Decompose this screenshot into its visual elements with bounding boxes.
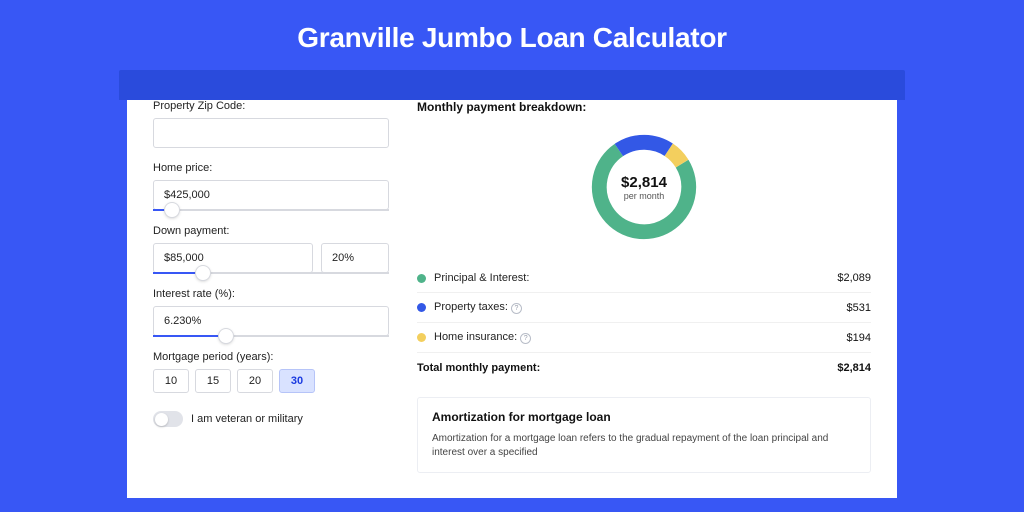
zip-input[interactable] — [153, 118, 389, 148]
legend-dot — [417, 274, 426, 283]
veteran-label: I am veteran or military — [191, 413, 303, 425]
field-period: Mortgage period (years): 10152030 — [153, 351, 389, 393]
amortization-text: Amortization for a mortgage loan refers … — [432, 432, 856, 460]
legend: Principal & Interest: $2,089 Property taxe… — [417, 264, 871, 352]
legend-label: Principal & Interest: — [434, 272, 529, 284]
period-options: 10152030 — [153, 369, 389, 393]
breakdown-title: Monthly payment breakdown: — [417, 100, 871, 114]
donut-center: $2,814 per month — [585, 128, 703, 246]
legend-row: Principal & Interest: $2,089 — [417, 264, 871, 293]
down-payment-input[interactable] — [153, 243, 313, 273]
home-price-slider[interactable] — [153, 209, 389, 211]
breakdown-column: Monthly payment breakdown: $2,814 per mo… — [417, 100, 871, 476]
legend-value: $2,089 — [837, 272, 871, 284]
legend-dot — [417, 333, 426, 342]
period-option-20[interactable]: 20 — [237, 369, 273, 393]
interest-slider[interactable] — [153, 335, 389, 337]
legend-value: $194 — [847, 332, 871, 344]
info-icon[interactable]: ? — [520, 333, 531, 344]
period-option-10[interactable]: 10 — [153, 369, 189, 393]
zip-label: Property Zip Code: — [153, 100, 389, 112]
info-icon[interactable]: ? — [511, 303, 522, 314]
amortization-box: Amortization for mortgage loan Amortizat… — [417, 397, 871, 473]
legend-dot — [417, 303, 426, 312]
veteran-toggle[interactable] — [153, 411, 183, 427]
calculator-card: Property Zip Code: Home price: Down paym… — [127, 78, 897, 498]
period-option-15[interactable]: 15 — [195, 369, 231, 393]
donut-sub: per month — [624, 191, 665, 201]
total-label: Total monthly payment: — [417, 362, 540, 374]
legend-label: Property taxes:? — [434, 301, 522, 314]
down-payment-pct-input[interactable] — [321, 243, 389, 273]
down-payment-slider[interactable] — [153, 272, 389, 274]
field-interest: Interest rate (%): — [153, 288, 389, 337]
card-shadow — [119, 70, 905, 100]
down-payment-label: Down payment: — [153, 225, 389, 237]
legend-row: Home insurance:? $194 — [417, 323, 871, 352]
legend-label: Home insurance:? — [434, 331, 531, 344]
inputs-column: Property Zip Code: Home price: Down paym… — [153, 100, 389, 476]
legend-row: Property taxes:? $531 — [417, 293, 871, 323]
legend-value: $531 — [847, 302, 871, 314]
home-price-input[interactable] — [153, 180, 389, 210]
interest-input[interactable] — [153, 306, 389, 336]
home-price-label: Home price: — [153, 162, 389, 174]
donut-chart: $2,814 per month — [585, 128, 703, 246]
page-title: Granville Jumbo Loan Calculator — [0, 0, 1024, 70]
field-zip: Property Zip Code: — [153, 100, 389, 148]
total-row: Total monthly payment: $2,814 — [417, 352, 871, 383]
period-label: Mortgage period (years): — [153, 351, 389, 363]
donut-amount: $2,814 — [621, 174, 667, 191]
period-option-30[interactable]: 30 — [279, 369, 315, 393]
total-value: $2,814 — [837, 362, 871, 374]
interest-label: Interest rate (%): — [153, 288, 389, 300]
field-home-price: Home price: — [153, 162, 389, 211]
field-down-payment: Down payment: — [153, 225, 389, 274]
veteran-toggle-row: I am veteran or military — [153, 411, 389, 427]
amortization-title: Amortization for mortgage loan — [432, 410, 856, 424]
